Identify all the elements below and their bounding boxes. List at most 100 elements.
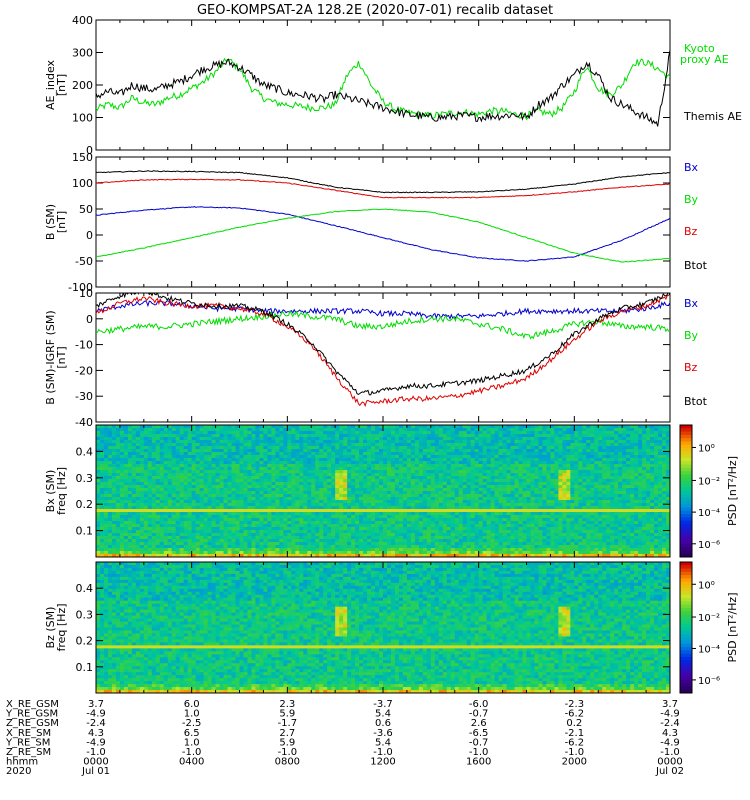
ephemeris-value: -1.0 <box>565 747 585 758</box>
bx-spectrogram-panel: 0.10.20.30.4Bx (SM)freq [Hz]10⁰10⁻²10⁻⁴1… <box>44 424 739 558</box>
ephemeris-row-label: Z_RE_GSM <box>6 718 59 729</box>
legend-btot: Btot <box>684 395 708 408</box>
ephemeris-value: 2.6 <box>471 718 487 729</box>
b-igrf-panel: -40 -30 -20 -10 0 10 B (SM)-IGRF (SM)[nT] Bx By B… <box>44 287 708 429</box>
y-axis-label: AE_index <box>44 59 57 110</box>
ephemeris-value: 5.4 <box>375 737 391 748</box>
ephemeris-value: -6.5 <box>469 728 489 739</box>
legend-bx: Bx <box>684 297 699 310</box>
ephemeris-row-label: Z_RE_SM <box>6 747 51 758</box>
colorbar: 10⁰ 10⁻² 10⁻⁴ 10⁻⁶ PSD [nT²/Hz] <box>679 424 739 558</box>
y-tick-label: -10 <box>75 339 93 352</box>
ephemeris-value: -1.0 <box>373 747 393 758</box>
legend-bx: Bx <box>684 161 699 174</box>
ephemeris-row-label: X_RE_SM <box>6 728 51 739</box>
colorbar-tick-label: 10⁻⁴ <box>698 644 720 655</box>
y-tick-label: -50 <box>75 255 93 268</box>
y-tick-label: 150 <box>72 151 93 164</box>
y-axis-label: [nT] <box>55 346 68 368</box>
series-line-bz <box>96 293 670 408</box>
ephemeris-value: 0800 <box>275 757 300 768</box>
ephemeris-value: 1200 <box>370 757 395 768</box>
y-axis-label: Bx (SM) <box>44 470 57 513</box>
ephemeris-value: -6.0 <box>469 699 489 710</box>
ephemeris-value: -3.6 <box>373 728 393 739</box>
y-axis-label: B (SM) <box>44 204 57 240</box>
y-tick-label: 400 <box>72 14 93 27</box>
y-axis-label: freq [Hz] <box>55 603 68 651</box>
ephemeris-value: -2.4 <box>86 718 106 729</box>
series-line-themis-ae <box>96 50 670 127</box>
colorbar-label: PSD [nT²/Hz] <box>726 592 739 662</box>
legend-proxy-ae: proxy AE <box>680 53 729 66</box>
series-line-btot <box>96 293 670 396</box>
y-tick-label: 0.3 <box>76 608 94 621</box>
ephemeris-value: -2.5 <box>182 718 202 729</box>
ephemeris-value: -0.7 <box>469 709 489 720</box>
b-sm-panel: -100 -50 0 50 100 150 B (SM)[nT] Bx By Bz Btot <box>44 151 708 294</box>
ephemeris-value: -2.1 <box>565 728 585 739</box>
colorbar-tick-label: 10⁻² <box>698 613 720 624</box>
y-tick-label: 0.3 <box>76 472 94 485</box>
legend-kyoto: Kyoto <box>684 42 715 55</box>
ephemeris-value: -6.2 <box>565 709 585 720</box>
ephemeris-value: 3.7 <box>88 699 104 710</box>
ephemeris-value: 2000 <box>562 757 587 768</box>
ephemeris-value: 6.5 <box>184 728 200 739</box>
y-tick-label: 100 <box>72 177 93 190</box>
ephemeris-value: 0000 <box>657 757 682 768</box>
ephemeris-value: -6.2 <box>565 737 585 748</box>
ephemeris-value: -4.9 <box>660 737 680 748</box>
ephemeris-value: -2.4 <box>660 718 680 729</box>
y-tick-label: 0.4 <box>76 582 94 595</box>
y-tick-label: 100 <box>72 112 93 125</box>
colorbar-tick-label: 10⁻⁶ <box>698 676 720 687</box>
y-axis-label: freq [Hz] <box>55 467 68 515</box>
y-axis-label: [nT] <box>55 211 68 233</box>
ephemeris-value: -3.7 <box>373 699 393 710</box>
bz-spectrogram-panel: 0.10.20.30.4Bz (SM)freq [Hz]10⁰10⁻²10⁻⁴1… <box>44 561 739 694</box>
ephemeris-value: 0.6 <box>375 718 391 729</box>
y-tick-label: -40 <box>75 416 93 429</box>
ephemeris-value: 1.0 <box>184 709 200 720</box>
figure-title: GEO-KOMPSAT-2A 128.2E (2020-07-01) recal… <box>197 3 553 18</box>
legend-bz: Bz <box>684 361 698 374</box>
colorbar-tick-label: 10⁻⁶ <box>698 540 720 551</box>
colorbar-tick-label: 10⁻² <box>698 476 720 487</box>
ephemeris-value: -1.0 <box>278 747 298 758</box>
series-line-by <box>96 208 670 263</box>
y-tick-label: -100 <box>68 281 93 294</box>
y-tick-label: 300 <box>72 47 93 60</box>
ephemeris-value: 5.9 <box>279 737 295 748</box>
plot-frame <box>95 156 671 288</box>
ephemeris-table: X_RE_GSMY_RE_GSMZ_RE_GSMX_RE_SMY_RE_SMZ_… <box>5 699 684 777</box>
ephemeris-value: -0.7 <box>469 737 489 748</box>
y-tick-label: 200 <box>72 79 93 92</box>
legend-by: By <box>684 329 699 342</box>
spectrogram-image <box>96 562 671 694</box>
spectrogram-image <box>96 425 671 558</box>
y-axis-label: B (SM)-IGRF (SM) <box>44 310 57 404</box>
y-tick-label: 50 <box>79 203 93 216</box>
colorbar-tick-label: 10⁰ <box>698 443 715 454</box>
ephemeris-value: 2.3 <box>279 699 295 710</box>
ephemeris-value: -1.0 <box>660 747 680 758</box>
ephemeris-value: -1.0 <box>86 747 106 758</box>
ephemeris-row-label: Y_RE_SM <box>5 737 50 748</box>
y-tick-label: 0.4 <box>76 445 94 458</box>
y-tick-label: 0.2 <box>76 635 94 648</box>
ephemeris-value: -4.9 <box>86 737 106 748</box>
y-tick-label: 0 <box>86 313 93 326</box>
ephemeris-value: Jul 01 <box>81 766 110 777</box>
series-line-btot <box>96 170 670 194</box>
series-line-kyoto-proxy-ae <box>96 57 670 121</box>
ephemeris-value: 1.0 <box>184 737 200 748</box>
ephemeris-value: 5.4 <box>375 709 391 720</box>
ephemeris-value: 3.7 <box>662 699 678 710</box>
y-tick-label: 10 <box>79 287 93 300</box>
ephemeris-value: 4.3 <box>88 728 104 739</box>
ephemeris-row-label: 2020 <box>6 766 31 777</box>
plot-frame <box>95 19 671 151</box>
ephemeris-row-label: X_RE_GSM <box>6 699 59 710</box>
ephemeris-row-label: Y_RE_GSM <box>5 709 58 720</box>
